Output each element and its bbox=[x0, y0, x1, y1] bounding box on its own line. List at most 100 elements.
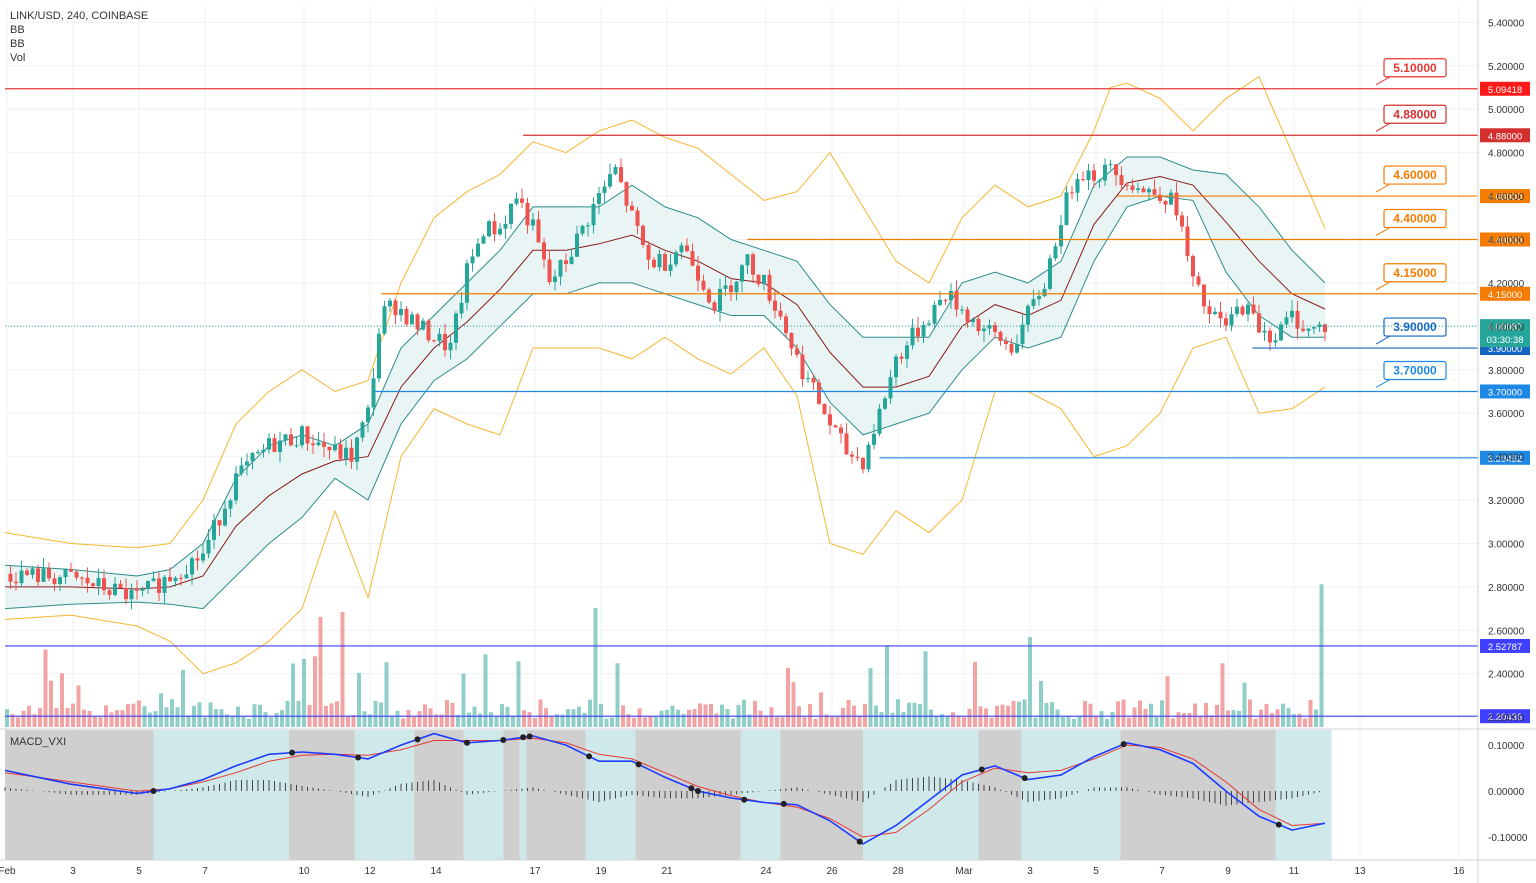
volume-bar bbox=[38, 707, 42, 727]
candle bbox=[481, 234, 486, 245]
candle-body bbox=[586, 225, 590, 227]
candle-body bbox=[971, 318, 975, 323]
candle-body bbox=[256, 451, 260, 454]
volume-bar bbox=[467, 712, 471, 727]
bb-outer-lower-line bbox=[4, 336, 1326, 675]
callout-pointer bbox=[1375, 335, 1391, 345]
candle bbox=[624, 181, 629, 213]
volume-bar bbox=[593, 608, 598, 727]
candle-body bbox=[47, 568, 51, 579]
candle bbox=[866, 441, 871, 473]
volume-bar bbox=[318, 616, 323, 727]
macd-cross-dot bbox=[695, 788, 701, 795]
candle bbox=[410, 311, 414, 325]
candle-body bbox=[861, 457, 865, 470]
candle-body bbox=[520, 198, 524, 203]
candle bbox=[415, 312, 420, 336]
candle bbox=[971, 317, 975, 327]
time-tick-label: 28 bbox=[892, 866, 904, 877]
volume-bar bbox=[1039, 680, 1043, 727]
volume-bar bbox=[214, 709, 218, 727]
candle bbox=[432, 339, 436, 343]
candle-body bbox=[14, 581, 18, 584]
candle bbox=[30, 565, 35, 579]
indicator-bb-1[interactable]: BB bbox=[10, 24, 25, 36]
candle bbox=[1092, 163, 1096, 188]
candle-body bbox=[806, 378, 810, 380]
candle bbox=[52, 573, 57, 592]
macd-shade-band bbox=[463, 730, 504, 860]
volume-bar bbox=[126, 704, 130, 727]
volume-bar bbox=[637, 708, 642, 727]
macd-cross-dot bbox=[150, 788, 157, 795]
candle-body bbox=[1273, 340, 1278, 343]
volume-bar bbox=[758, 710, 763, 727]
indicator-vol[interactable]: Vol bbox=[10, 52, 26, 64]
volume-bar bbox=[1171, 718, 1175, 727]
volume-bar bbox=[131, 703, 136, 727]
candle-body bbox=[399, 308, 403, 316]
candle-body bbox=[195, 558, 200, 561]
candle-body bbox=[333, 444, 337, 451]
volume-bar bbox=[1270, 713, 1274, 727]
candle-body bbox=[278, 440, 282, 453]
candle bbox=[729, 280, 733, 302]
candle bbox=[272, 433, 277, 453]
candle bbox=[586, 222, 590, 237]
candle-body bbox=[927, 323, 931, 325]
candle bbox=[14, 572, 18, 591]
volume-bar bbox=[1083, 700, 1087, 727]
candle-body bbox=[410, 314, 414, 325]
candle bbox=[25, 568, 29, 576]
candle bbox=[1136, 182, 1140, 194]
volume-bar bbox=[368, 714, 372, 727]
candle-body bbox=[168, 576, 172, 582]
volume-bar bbox=[1297, 713, 1302, 727]
candle-body bbox=[503, 224, 508, 229]
candle bbox=[349, 439, 354, 469]
callout-label: 5.10000 bbox=[1393, 61, 1437, 75]
candle-body bbox=[1284, 317, 1289, 325]
volume-bar bbox=[1044, 703, 1049, 727]
volume-bar bbox=[1226, 710, 1230, 727]
candle-body bbox=[157, 578, 161, 593]
candle bbox=[1169, 189, 1173, 206]
candle-body bbox=[267, 438, 271, 450]
candle-body bbox=[1092, 170, 1096, 181]
candle bbox=[69, 562, 73, 573]
time-tick-label: 21 bbox=[661, 866, 673, 877]
volume-bar bbox=[1149, 703, 1153, 727]
price-tick-label: 3.20000 bbox=[1488, 496, 1525, 507]
volume-bar bbox=[577, 706, 581, 727]
candle-body bbox=[630, 205, 634, 211]
candle bbox=[690, 243, 695, 267]
candle bbox=[1031, 289, 1036, 309]
candle-body bbox=[949, 290, 953, 301]
candle-body bbox=[619, 167, 623, 183]
candle bbox=[602, 180, 607, 204]
candle-body bbox=[1015, 344, 1019, 353]
volume-bar bbox=[1259, 709, 1263, 727]
volume-bar bbox=[203, 717, 207, 727]
candle bbox=[47, 562, 51, 582]
candle bbox=[657, 249, 662, 272]
symbol-title[interactable]: LINK/USD, 240, COINBASE bbox=[10, 10, 149, 22]
volume-bar bbox=[1209, 715, 1214, 727]
volume-bar bbox=[1061, 717, 1065, 727]
volume-bar bbox=[951, 712, 955, 727]
macd-title[interactable]: MACD_VXI bbox=[10, 736, 67, 748]
candle bbox=[734, 280, 739, 301]
callout-label: 3.70000 bbox=[1393, 363, 1437, 377]
candle bbox=[498, 223, 502, 236]
volume-bar bbox=[1176, 712, 1181, 727]
candle bbox=[96, 568, 101, 596]
candle-body bbox=[899, 356, 904, 359]
indicator-bb-2[interactable]: BB bbox=[10, 38, 25, 50]
candle-body bbox=[1020, 324, 1025, 345]
candle bbox=[712, 300, 717, 314]
candle bbox=[1075, 173, 1080, 202]
volume-bar bbox=[1077, 716, 1082, 727]
candle-body bbox=[938, 299, 942, 305]
